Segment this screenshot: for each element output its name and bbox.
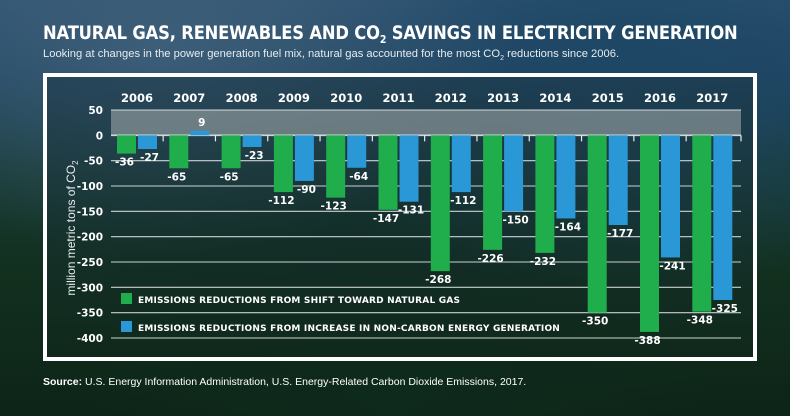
x-tick-label: 2008	[226, 91, 258, 105]
data-label: -325	[712, 303, 738, 315]
data-label: -388	[634, 335, 660, 347]
y-tick-label: -400	[77, 333, 103, 345]
bar-non-carbon	[399, 135, 419, 202]
bar-natural-gas	[326, 135, 346, 198]
bar-natural-gas	[483, 135, 503, 250]
data-label: -232	[530, 256, 556, 268]
data-label: -348	[687, 315, 713, 327]
data-label: -90	[297, 184, 316, 196]
data-label: -241	[659, 260, 685, 272]
bar-non-carbon	[556, 135, 576, 219]
subtitle-text-tail: reductions since 2006.	[504, 48, 620, 60]
y-tick-label: -250	[77, 257, 103, 269]
bar-natural-gas	[535, 135, 555, 253]
data-label: -350	[582, 316, 608, 328]
source-note: Source: U.S. Energy Information Administ…	[43, 376, 526, 388]
data-label: -177	[607, 228, 633, 240]
data-label: -27	[140, 152, 159, 164]
subtitle-subscript: 2	[500, 55, 504, 63]
bar-non-carbon	[713, 135, 733, 300]
x-tick-label: 2007	[173, 91, 205, 105]
chart-subtitle: Looking at changes in the power generati…	[43, 48, 619, 62]
source-text: U.S. Energy Information Administration, …	[82, 376, 527, 388]
subtitle-text: Looking at changes in the power generati…	[43, 48, 501, 60]
data-label: -112	[268, 195, 294, 207]
y-tick-label: -150	[77, 206, 103, 218]
source-label: Source:	[43, 376, 83, 388]
x-tick-label: 2017	[696, 91, 728, 105]
title-text: NATURAL GAS, RENEWABLES AND CO	[43, 22, 380, 44]
bar-non-carbon	[294, 135, 314, 181]
legend-label: EMISSIONS REDUCTIONS FROM SHIFT TOWARD N…	[138, 296, 460, 306]
y-tick-label: -300	[77, 282, 103, 294]
legend-label: EMISSIONS REDUCTIONS FROM INCREASE IN NO…	[138, 324, 560, 334]
bar-non-carbon	[504, 135, 524, 212]
legend-swatch	[121, 293, 132, 304]
bar-non-carbon	[242, 135, 262, 147]
legend-swatch	[121, 321, 132, 332]
data-label: -147	[373, 213, 399, 225]
bar-non-carbon	[138, 135, 157, 150]
positive-band	[111, 110, 741, 136]
x-tick-label: 2010	[330, 91, 362, 105]
y-tick-label: 0	[96, 130, 103, 142]
data-label: -36	[115, 157, 134, 169]
bar-natural-gas	[273, 135, 293, 193]
data-label: -226	[477, 253, 503, 265]
chart-title: NATURAL GAS, RENEWABLES AND CO2 SAVINGS …	[43, 22, 738, 46]
data-label: -64	[349, 171, 368, 183]
bar-natural-gas	[221, 135, 241, 169]
data-label: -112	[450, 195, 476, 207]
bar-natural-gas	[169, 135, 189, 169]
y-tick-label: -350	[77, 308, 103, 320]
data-label: -65	[220, 171, 239, 183]
bar-non-carbon	[347, 135, 367, 168]
y-tick-label: -50	[84, 156, 103, 168]
x-tick-label: 2009	[278, 91, 310, 105]
bar-non-carbon	[608, 135, 628, 226]
x-tick-label: 2016	[644, 91, 676, 105]
data-label: -65	[167, 171, 186, 183]
x-tick-label: 2006	[121, 91, 153, 105]
x-tick-label: 2015	[592, 91, 624, 105]
y-tick-label: -100	[77, 181, 103, 193]
x-tick-label: 2011	[382, 91, 414, 105]
data-label: -164	[555, 221, 581, 233]
bar-non-carbon	[661, 135, 680, 258]
data-label: -150	[502, 214, 528, 226]
bar-natural-gas	[430, 135, 450, 272]
data-label: -131	[398, 205, 424, 217]
data-label: -23	[245, 150, 264, 162]
bar-natural-gas	[587, 135, 607, 313]
y-tick-label: 50	[88, 105, 103, 117]
x-tick-label: 2013	[487, 91, 519, 105]
data-label: -268	[425, 274, 451, 286]
y-tick-label: -200	[77, 232, 103, 244]
bar-non-carbon	[451, 135, 471, 193]
title-text-tail: SAVINGS IN ELECTRICITY GENERATION	[386, 22, 738, 44]
bar-natural-gas	[640, 135, 659, 332]
x-tick-label: 2012	[435, 91, 467, 105]
bar-natural-gas	[117, 135, 136, 154]
bar-non-carbon	[190, 130, 210, 136]
bar-natural-gas	[692, 135, 712, 312]
title-subscript: 2	[379, 33, 387, 46]
data-label: 9	[198, 117, 205, 129]
bar-natural-gas	[378, 135, 398, 210]
x-tick-label: 2014	[539, 91, 571, 105]
y-axis-label: million metric tons of CO2	[64, 160, 80, 296]
data-label: -123	[321, 201, 347, 213]
